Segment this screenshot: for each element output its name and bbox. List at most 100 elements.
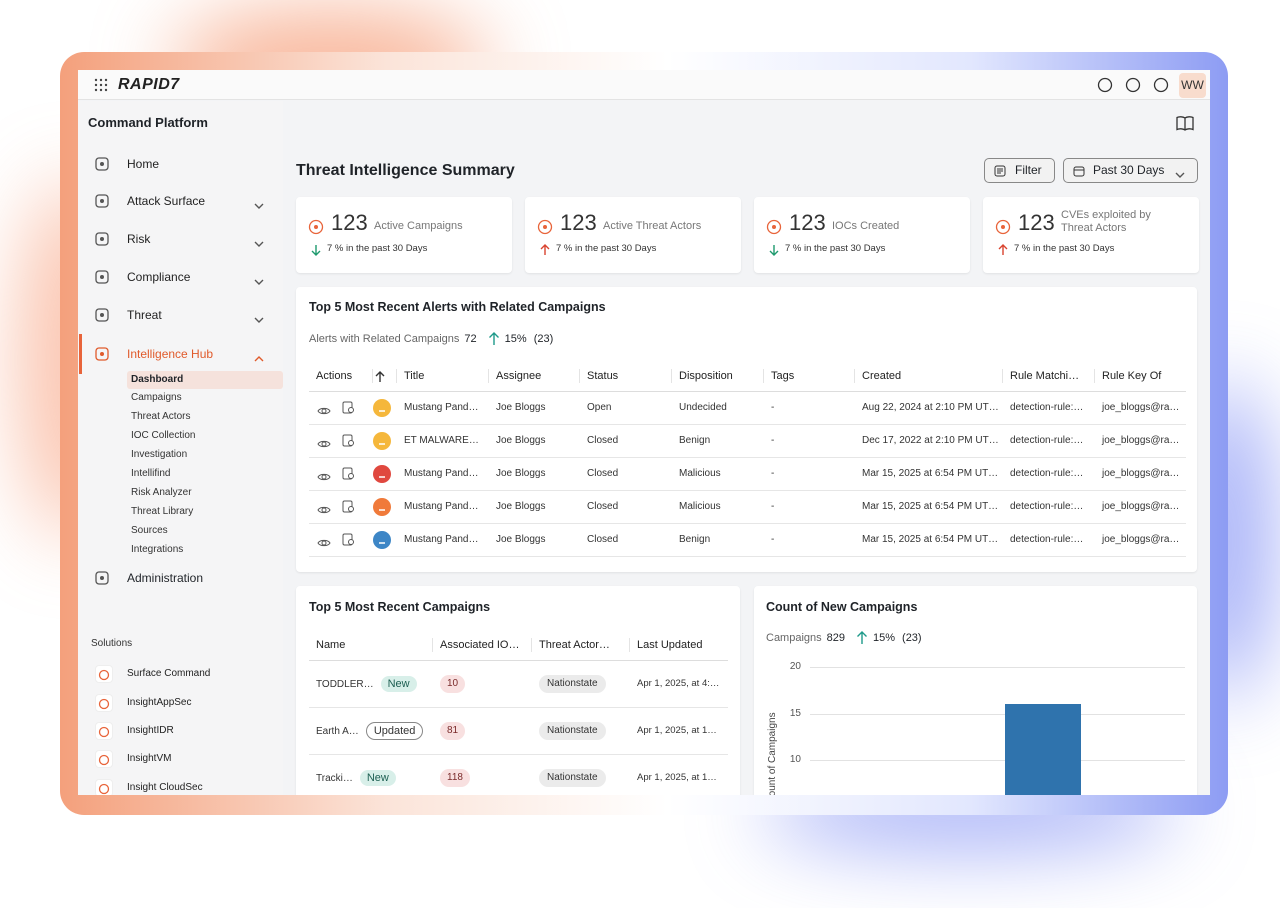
- investigate-action[interactable]: [342, 401, 356, 415]
- investigate-action[interactable]: [342, 500, 356, 514]
- severity-glyph-glyph: [379, 542, 385, 544]
- column-header[interactable]: Tags: [771, 370, 795, 382]
- icon-glyph: [95, 157, 109, 171]
- severity-indicator: [373, 465, 391, 483]
- view-action[interactable]: [317, 502, 331, 514]
- avatar[interactable]: [1179, 73, 1206, 98]
- filter-button[interactable]: [984, 158, 1055, 183]
- column-header[interactable]: Name: [316, 639, 346, 651]
- investigate-action[interactable]: [342, 434, 356, 448]
- table-cell: Closed: [587, 468, 619, 479]
- nav-item[interactable]: Intelligence Hub: [127, 347, 214, 361]
- stat-card: [754, 197, 970, 273]
- solution-icon: [95, 722, 113, 740]
- column-header[interactable]: Status: [587, 370, 619, 382]
- chevron: [254, 235, 264, 247]
- stat-card: [525, 197, 741, 273]
- view-action[interactable]: [317, 469, 331, 481]
- sub-nav-item[interactable]: Risk Analyzer: [131, 487, 192, 498]
- sub-nav-item[interactable]: Threat Library: [131, 506, 194, 517]
- investigate-action[interactable]: [342, 467, 356, 481]
- view-action[interactable]: [317, 403, 331, 415]
- name-cell: TODDLER… New: [316, 674, 417, 694]
- nav-item[interactable]: Threat: [127, 308, 162, 322]
- severity-glyph: [377, 535, 387, 545]
- solution-link[interactable]: InsightAppSec: [127, 697, 192, 708]
- view-action[interactable]: [317, 436, 331, 448]
- column-header[interactable]: Assignee: [496, 370, 542, 382]
- user-initials[interactable]: WW: [1181, 78, 1204, 92]
- sub-nav-item[interactable]: Campaigns: [131, 392, 182, 403]
- column-header[interactable]: Title: [404, 370, 425, 382]
- column-header[interactable]: Rule Matchi…: [1010, 370, 1080, 382]
- nav-item[interactable]: Administration: [127, 571, 204, 585]
- investigate-action-glyph: [342, 434, 354, 447]
- column-header[interactable]: Disposition: [679, 370, 733, 382]
- table-cell: Closed: [587, 501, 619, 512]
- severity-glyph-glyph: [379, 443, 385, 445]
- arrow-down: [311, 243, 321, 256]
- sub-nav-item[interactable]: Integrations: [131, 544, 184, 555]
- summary-row: Alerts with Related Campaigns 72 15% (23): [309, 330, 553, 348]
- chevron-glyph: [1175, 172, 1185, 178]
- column-divider: [432, 638, 433, 652]
- chevron: [254, 197, 264, 209]
- column-divider: [671, 369, 672, 383]
- sub-nav-item[interactable]: Dashboard: [131, 374, 184, 385]
- column-divider: [629, 638, 630, 652]
- nav-item[interactable]: Home: [127, 157, 160, 171]
- table-cell: Mustang Pand…: [404, 402, 479, 413]
- investigate-action[interactable]: [342, 533, 356, 547]
- sub-nav-item[interactable]: Sources: [131, 525, 168, 536]
- summary-count: (23): [902, 632, 922, 644]
- sub-nav-item[interactable]: IOC Collection: [131, 430, 196, 441]
- chevron-glyph: [254, 241, 264, 247]
- chevron-glyph: [254, 279, 264, 285]
- solution-link[interactable]: Surface Command: [127, 668, 211, 679]
- table-cell: Joe Bloggs: [496, 534, 546, 545]
- panel: [296, 586, 740, 795]
- table-cell: -: [771, 435, 775, 446]
- sub-nav-item[interactable]: Investigation: [131, 449, 188, 460]
- range-button[interactable]: [1063, 158, 1198, 183]
- table-cell: -: [771, 402, 775, 413]
- solution-link[interactable]: Insight CloudSec: [127, 782, 203, 793]
- table-cell: detection-rule:…: [1010, 468, 1084, 479]
- severity-indicator: [373, 531, 391, 549]
- column-header[interactable]: Rule Key Of: [1102, 370, 1162, 382]
- summary-change: 15%: [873, 632, 896, 644]
- column-header[interactable]: Created: [862, 370, 902, 382]
- button-label[interactable]: Past 30 Days: [1093, 163, 1165, 177]
- table-cell: joe_bloggs@ra…: [1102, 468, 1180, 479]
- table-cell: Open: [587, 402, 612, 413]
- column-header[interactable]: Last Updated: [637, 639, 703, 651]
- nav-item[interactable]: Attack Surface: [127, 194, 206, 208]
- column-divider: [763, 369, 764, 383]
- sub-nav-item[interactable]: Intellifind: [131, 468, 171, 479]
- section-heading: Solutions: [91, 638, 133, 649]
- grid-line: [810, 713, 1185, 715]
- column-header[interactable]: Threat Actor…: [539, 639, 610, 651]
- column-divider: [396, 369, 397, 383]
- icon-glyph: [95, 571, 109, 585]
- icon-glyph: [95, 232, 109, 246]
- solution-link[interactable]: InsightIDR: [127, 725, 174, 736]
- actor-pill: Nationstate: [539, 722, 606, 740]
- stat-label: IOCs Created: [832, 220, 900, 232]
- stat-change: 7 % in the past 30 Days: [785, 243, 886, 254]
- calendar-icon: [1073, 164, 1085, 177]
- column-header[interactable]: Associated IO…: [440, 639, 520, 651]
- nav-item[interactable]: Risk: [127, 232, 151, 246]
- view-action[interactable]: [317, 535, 331, 547]
- button-label[interactable]: Filter: [1015, 163, 1042, 177]
- solution-link[interactable]: InsightVM: [127, 753, 172, 764]
- nav-item[interactable]: Compliance: [127, 270, 191, 284]
- solution-icon: [95, 694, 113, 712]
- sub-nav-item[interactable]: Threat Actors: [131, 411, 191, 422]
- column-header[interactable]: Actions: [316, 370, 353, 382]
- stat-card: [296, 197, 512, 273]
- table-cell: Closed: [587, 534, 619, 545]
- summary-row: Campaigns 829 15% (23): [766, 629, 922, 647]
- table-cell: Joe Bloggs: [496, 468, 546, 479]
